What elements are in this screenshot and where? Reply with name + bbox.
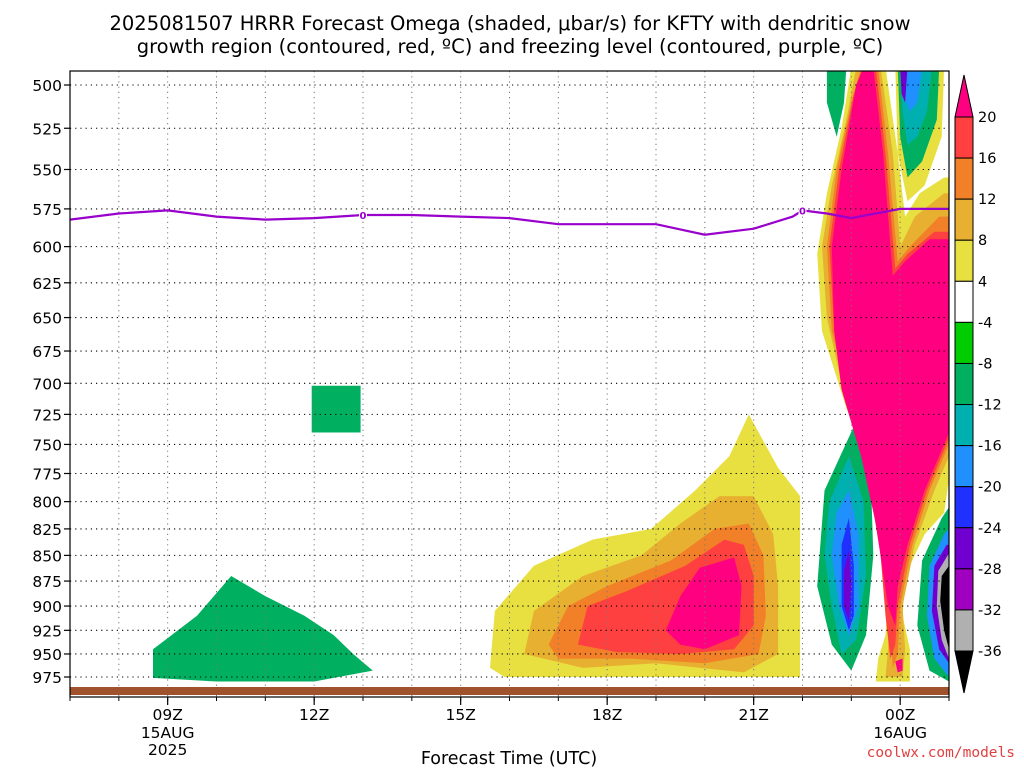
omega-region-11 [844, 550, 852, 621]
omega-shading [153, 71, 949, 682]
omega-region-12 [826, 71, 847, 137]
omega-region-23 [900, 71, 908, 103]
omega-region-6 [665, 557, 742, 650]
xtick-label-15Z: 15Z [445, 706, 475, 724]
xtick-sublabel-00Z-0: 16AUG [873, 724, 927, 742]
xtick-sublabel-09Z-0: 15AUG [141, 724, 195, 742]
colorbar: 20 16 12 8 4 -4 -8 -12 -16 -20 -24 -28 -32 -36 [954, 74, 1002, 694]
ytick-label-825: 825 [32, 521, 62, 539]
colorbar-bin-12 [954, 609, 974, 652]
ytick-label-725: 725 [32, 406, 62, 424]
xtick-label-21Z: 21Z [738, 706, 768, 724]
ytick-label-700: 700 [32, 375, 62, 393]
colorbar-label-8: 8 [978, 233, 987, 249]
omega-region-28 [940, 565, 949, 650]
ytick-label-525: 525 [32, 120, 62, 138]
chart-subtitle: growth region (contoured, red, ºC) and f… [137, 35, 884, 58]
omega-region-1 [153, 576, 373, 682]
freezing-level-label-0: 0 [360, 211, 367, 222]
colorbar-label-16: 16 [978, 151, 996, 167]
freezing-label-bg-0 [359, 209, 367, 222]
colorbar-bin-8 [954, 445, 974, 488]
ytick-label-650: 650 [32, 310, 62, 328]
colorbar-label--24: -24 [978, 521, 1002, 537]
colorbar-bin-3 [954, 239, 974, 282]
colorbar-bottom-arrow [954, 650, 974, 694]
freezing-label-bg-1 [798, 204, 807, 217]
colorbar-bin-7 [954, 404, 974, 447]
ytick-label-875: 875 [32, 573, 62, 591]
colorbar-label--12: -12 [978, 398, 1002, 414]
ytick-label-925: 925 [32, 622, 62, 640]
ytick-label-750: 750 [32, 436, 62, 454]
colorbar-bin-1 [954, 157, 974, 200]
colorbar-label--16: -16 [978, 439, 1002, 455]
colorbar-bin-11 [954, 568, 974, 611]
xtick-label-18Z: 18Z [592, 706, 622, 724]
y-axis-ticks: 500 525 550 575 600 625 650 675 700 725 750 775 800 8… [32, 77, 70, 687]
colorbar-label-20: 20 [978, 110, 996, 126]
credit-text: coolwx.com/models [867, 745, 1015, 761]
xtick-label-09Z: 09Z [152, 706, 182, 724]
xtick-sublabel-09Z-1: 2025 [148, 741, 187, 759]
colorbar-label--8: -8 [978, 356, 992, 372]
ytick-label-600: 600 [32, 239, 62, 257]
colorbar-label--20: -20 [978, 480, 1002, 496]
colorbar-bin-4 [954, 280, 974, 323]
colorbar-bin-6 [954, 362, 974, 406]
freezing-level-line [70, 207, 949, 236]
omega-region-17 [831, 71, 949, 626]
ytick-label-775: 775 [32, 465, 62, 483]
ytick-label-625: 625 [32, 275, 62, 293]
x-axis-label: Forecast Time (UTC) [421, 749, 597, 768]
colorbar-label--36: -36 [978, 644, 1002, 660]
omega-region-18 [895, 658, 903, 673]
colorbar-bin-0 [954, 116, 974, 159]
colorbar-label--28: -28 [978, 562, 1002, 578]
colorbar-bin-9 [954, 486, 974, 529]
xtick-label-00Z: 00Z [885, 706, 915, 724]
colorbar-top-arrow [954, 74, 974, 118]
omega-region-0 [311, 385, 361, 433]
colorbar-label--4: -4 [978, 315, 992, 331]
colorbar-label-12: 12 [978, 192, 996, 208]
ytick-label-900: 900 [32, 598, 62, 616]
chart-title: 2025081507 HRRR Forecast Omega (shaded, … [109, 12, 910, 35]
colorbar-bin-10 [954, 527, 974, 570]
ytick-label-800: 800 [32, 494, 62, 512]
ytick-label-850: 850 [32, 547, 62, 565]
freezing-level-label-1: 0 [799, 206, 806, 217]
colorbar-bin-2 [954, 198, 974, 241]
ground-strip [70, 687, 949, 695]
ytick-label-550: 550 [32, 161, 62, 179]
colorbar-label--32: -32 [978, 603, 1002, 619]
colorbar-label-4: 4 [978, 274, 987, 290]
ytick-label-675: 675 [32, 343, 62, 361]
colorbar-bin-5 [954, 321, 974, 364]
ytick-label-500: 500 [32, 77, 62, 95]
ytick-label-975: 975 [32, 669, 62, 687]
ytick-label-575: 575 [32, 201, 62, 219]
xtick-label-12Z: 12Z [299, 706, 329, 724]
ytick-label-950: 950 [32, 646, 62, 664]
